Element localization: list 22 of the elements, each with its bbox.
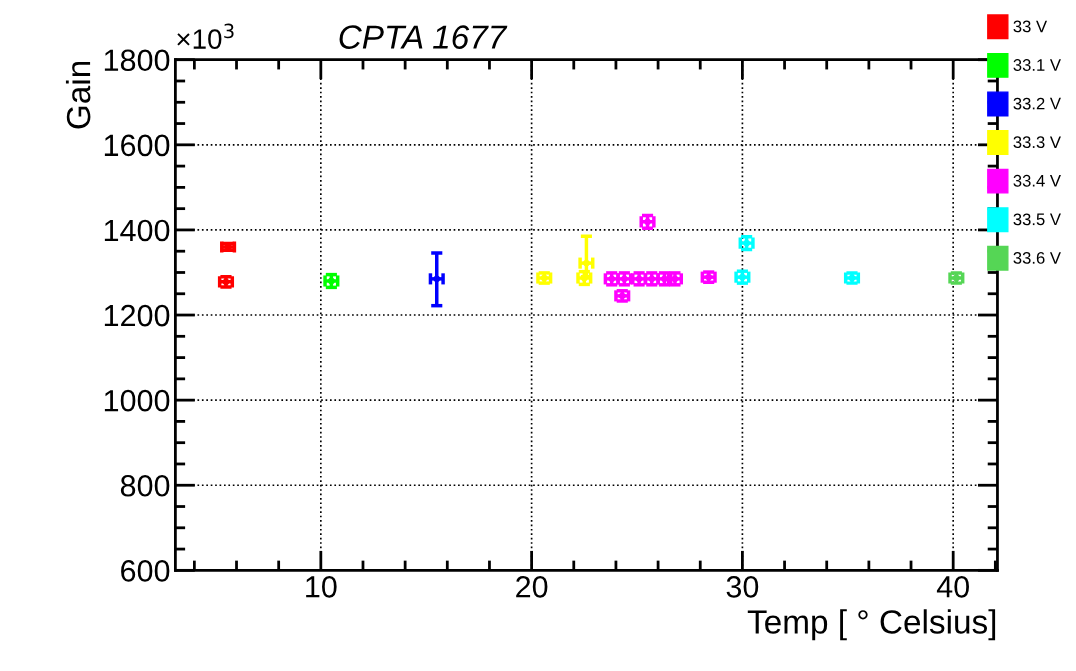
y-tick-label: 1400 — [104, 219, 170, 242]
legend-label: 33.2 V — [1013, 97, 1061, 110]
y-tick-label: 1800 — [104, 49, 170, 72]
legend-label: 33.4 V — [1013, 174, 1061, 187]
legend-label: 33.5 V — [1013, 213, 1061, 226]
y-tick-label: 1200 — [104, 304, 170, 327]
legend-label: 33 V — [1013, 20, 1048, 33]
chart-title: CPTA 1677 — [339, 25, 508, 49]
x-tick-label: 10 — [306, 576, 337, 598]
legend-label: 33.1 V — [1013, 59, 1061, 71]
y-tick-label: 800 — [120, 474, 170, 497]
x-tick-label: 30 — [726, 576, 759, 598]
x-tick-label: 40 — [936, 576, 969, 598]
y-tick-label: 1000 — [104, 389, 170, 412]
x-tick-label: 20 — [516, 576, 548, 598]
legend-label: 33.6 V — [1013, 252, 1061, 264]
y-tick-label: 600 — [121, 560, 170, 582]
x-axis-title: Temp [ ° Celsius] — [747, 609, 996, 641]
y-axis-title: Gain — [65, 61, 91, 129]
legend-label: 33.3 V — [1013, 136, 1061, 149]
text: ×10$^{3}$ — [177, 23, 234, 49]
y-tick-label: 1600 — [104, 134, 170, 157]
